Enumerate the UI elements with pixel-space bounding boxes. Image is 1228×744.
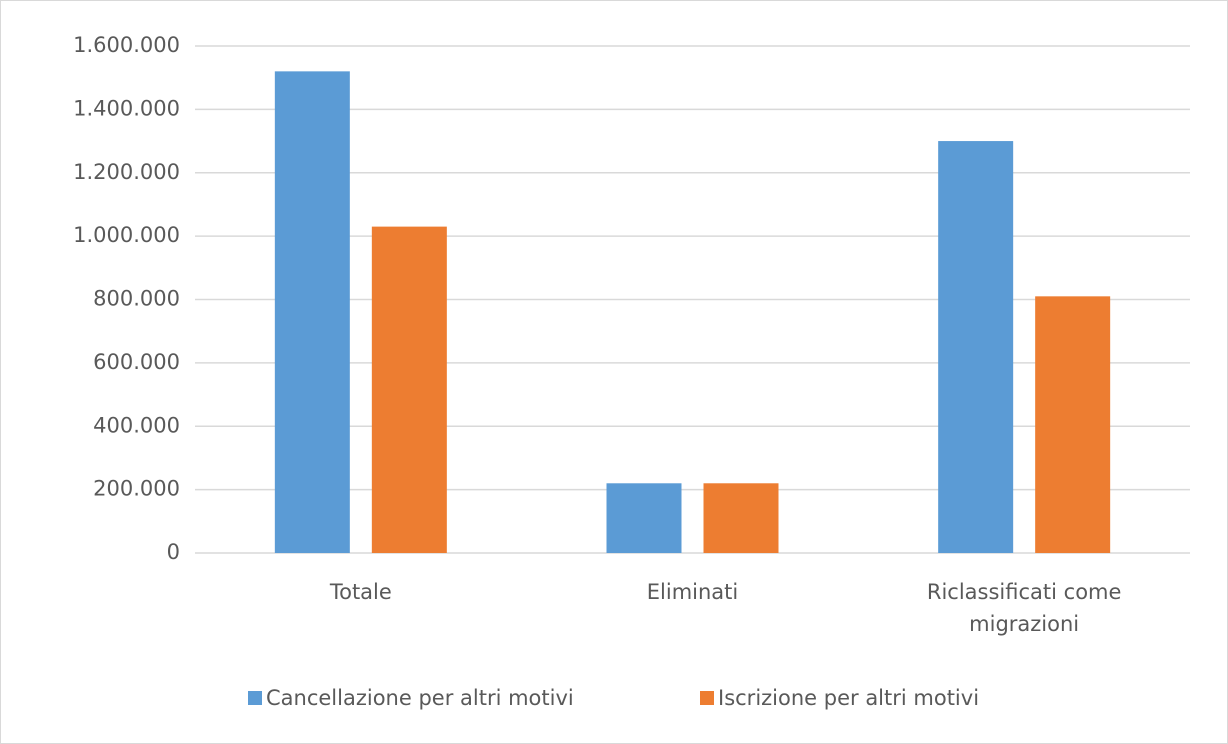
bar — [274, 71, 350, 553]
y-tick-label: 0 — [167, 540, 180, 564]
x-tick-label: Eliminati — [646, 580, 739, 604]
x-tick-label: Totale — [329, 580, 392, 604]
y-tick-label: 1.400.000 — [73, 96, 180, 120]
legend-swatch — [700, 691, 714, 705]
legend-label: Cancellazione per altri motivi — [266, 686, 574, 710]
bar — [938, 141, 1014, 553]
y-tick-label: 1.600.000 — [73, 33, 180, 57]
y-tick-label: 200.000 — [93, 477, 180, 501]
y-tick-label: 800.000 — [93, 287, 180, 311]
bar — [1035, 296, 1111, 553]
y-tick-label: 1.200.000 — [73, 160, 180, 184]
y-tick-label: 400.000 — [93, 413, 180, 437]
bar — [371, 226, 447, 553]
legend-label: Iscrizione per altri motivi — [718, 686, 979, 710]
y-tick-label: 1.000.000 — [73, 223, 180, 247]
y-tick-label: 600.000 — [93, 350, 180, 374]
x-tick-label: Riclassificati come migrazioni — [926, 580, 1122, 636]
legend-swatch — [248, 691, 262, 705]
bar — [606, 483, 682, 553]
bar — [703, 483, 779, 553]
